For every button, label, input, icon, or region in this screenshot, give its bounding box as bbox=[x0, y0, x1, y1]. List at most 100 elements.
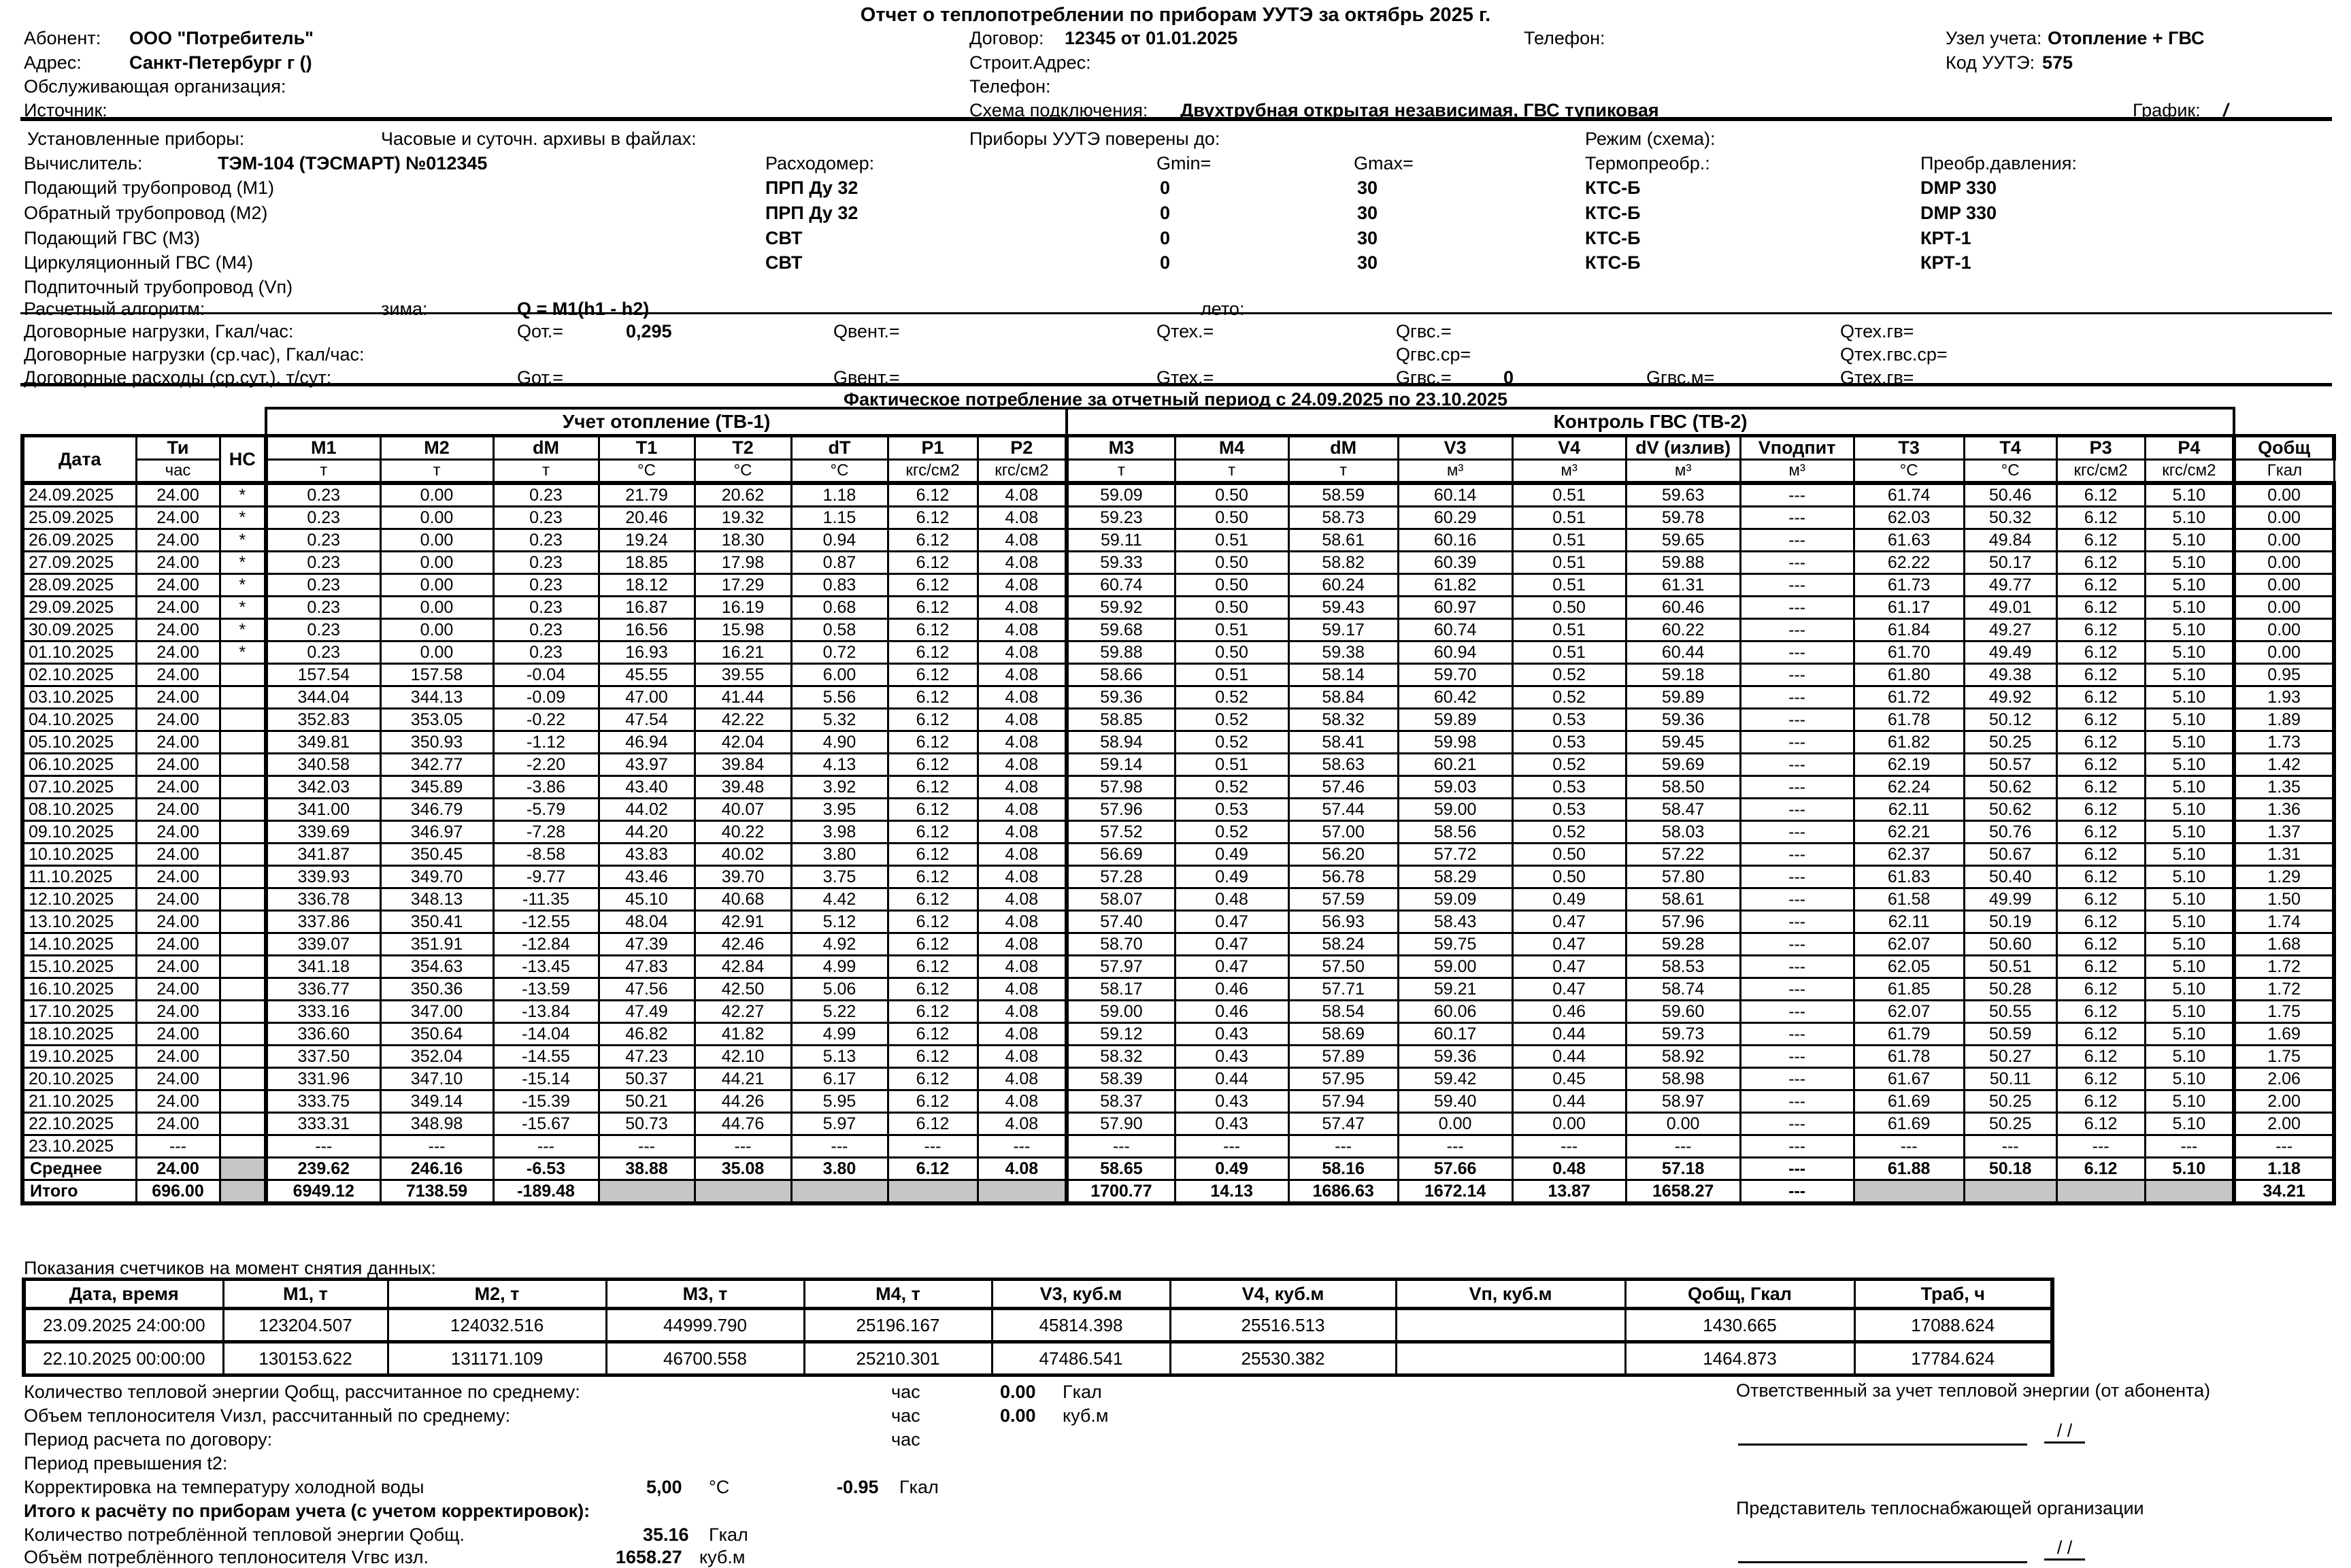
cell: 1464.873 bbox=[1624, 1340, 1856, 1377]
consumed-volume-value: 1658.27 bbox=[616, 1547, 682, 1567]
cell: 16.56 bbox=[597, 618, 696, 642]
cell: 1.73 bbox=[2233, 730, 2337, 754]
cell: 0.47 bbox=[1511, 977, 1627, 1001]
cell: 58.85 bbox=[1065, 707, 1176, 732]
cell: 4.08 bbox=[976, 618, 1069, 642]
cell: 341.87 bbox=[265, 842, 382, 867]
cell: 1.93 bbox=[2233, 685, 2337, 710]
calculator-label: Вычислитель: bbox=[24, 153, 143, 173]
cell: 17.29 bbox=[693, 573, 793, 597]
cell: 06.10.2025 bbox=[20, 752, 137, 777]
cell: 09.10.2025 bbox=[20, 820, 137, 844]
unit: °C bbox=[1963, 458, 2058, 485]
cell: --- bbox=[1739, 640, 1855, 665]
cell: 61.80 bbox=[1852, 663, 1965, 687]
cell: 4.08 bbox=[976, 1022, 1069, 1046]
cell: 60.16 bbox=[1397, 528, 1514, 552]
cell: 6.12 bbox=[2055, 752, 2146, 777]
cell: 239.62 bbox=[265, 1156, 382, 1181]
cell: 5.10 bbox=[2144, 1112, 2237, 1136]
col-t3: T3 bbox=[1852, 434, 1965, 461]
cell: 4.99 bbox=[790, 954, 889, 979]
group-gvs-tv2: Контроль ГВС (ТВ-2) bbox=[1065, 407, 2236, 437]
grafik-label: График: bbox=[2133, 100, 2201, 120]
cell: 348.13 bbox=[379, 887, 495, 912]
cell: 61.73 bbox=[1852, 573, 1965, 597]
cell: 351.91 bbox=[379, 932, 495, 956]
col-p3: P3 bbox=[2055, 434, 2146, 461]
col-datetime: Дата, время bbox=[22, 1278, 224, 1310]
consumed-volume-label: Объём потреблённого теплоносителя Vгвс и… bbox=[24, 1547, 429, 1567]
cell: 61.84 bbox=[1852, 618, 1965, 642]
cell bbox=[218, 685, 269, 710]
cell: 13.87 bbox=[1511, 1179, 1627, 1205]
cell: 4.08 bbox=[976, 595, 1069, 620]
correction-dim: Гкал bbox=[899, 1477, 939, 1497]
cell bbox=[218, 954, 269, 979]
avg-volume-label: Объем теплоносителя Vизл, рассчитанный п… bbox=[24, 1405, 511, 1426]
col-date: Дата bbox=[20, 434, 137, 485]
cell: 0.53 bbox=[1173, 797, 1290, 822]
cell: 44.21 bbox=[693, 1067, 793, 1091]
cell: --- bbox=[1852, 1134, 1965, 1158]
cell: 57.97 bbox=[1065, 954, 1176, 979]
cell: 0.68 bbox=[790, 595, 889, 620]
cell: 0.46 bbox=[1173, 999, 1290, 1024]
col-m1t: М1, т bbox=[222, 1278, 389, 1310]
cell: 24.00 bbox=[135, 887, 221, 912]
cell: 6.12 bbox=[2055, 528, 2146, 552]
cell: 0.23 bbox=[492, 482, 600, 507]
loads-hourly-label: Договорные нагрузки, Гкал/час: bbox=[24, 321, 294, 341]
cell: 50.25 bbox=[1963, 730, 2058, 754]
cell: 60.94 bbox=[1397, 640, 1514, 665]
cell: 6.12 bbox=[2055, 954, 2146, 979]
cell: 6.12 bbox=[886, 618, 979, 642]
cell: --- bbox=[135, 1134, 221, 1158]
cell: 59.23 bbox=[1065, 505, 1176, 530]
cell: 4.13 bbox=[790, 752, 889, 777]
cell: 0.00 bbox=[379, 595, 495, 620]
cell: 49.77 bbox=[1963, 573, 2058, 597]
cell: 0.47 bbox=[1173, 932, 1290, 956]
cell: 6.12 bbox=[2055, 1089, 2146, 1114]
build-address-label: Строит.Адрес: bbox=[969, 52, 1091, 73]
report-title: Отчет о теплопотреблении по приборам УУТ… bbox=[860, 4, 1491, 26]
cell: 50.62 bbox=[1963, 797, 2058, 822]
cell: 5.10 bbox=[2144, 482, 2237, 507]
cell: 0.23 bbox=[265, 550, 382, 575]
cell: 57.89 bbox=[1287, 1044, 1399, 1069]
cell: 57.52 bbox=[1065, 820, 1176, 844]
cell: 0.00 bbox=[379, 640, 495, 665]
cell: 4.08 bbox=[976, 528, 1069, 552]
cell: 18.10.2025 bbox=[20, 1022, 137, 1046]
cell: 6.12 bbox=[886, 932, 979, 956]
cell bbox=[218, 707, 269, 732]
cell: 6.12 bbox=[886, 730, 979, 754]
cell: 337.86 bbox=[265, 910, 382, 934]
cell: 60.74 bbox=[1065, 573, 1176, 597]
cell: 347.10 bbox=[379, 1067, 495, 1091]
cell: 40.02 bbox=[693, 842, 793, 867]
cell: 59.92 bbox=[1065, 595, 1176, 620]
cell: 6.17 bbox=[790, 1067, 889, 1091]
cell: 342.77 bbox=[379, 752, 495, 777]
table-row: 25.09.2025 24.00 * 0.23 0.00 0.23 20.46 19.32 1.… bbox=[20, 505, 2337, 530]
cell: 47.39 bbox=[597, 932, 696, 956]
cell: 59.42 bbox=[1397, 1067, 1514, 1091]
cell: 58.94 bbox=[1065, 730, 1176, 754]
cell: 24.00 bbox=[135, 775, 221, 799]
ggvs-value: 0 bbox=[1503, 367, 1514, 388]
cell: 24.00 bbox=[135, 663, 221, 687]
table-row: Итого 696.00 6949.12 7138.59 -189.48 1700.77 1… bbox=[20, 1179, 2337, 1205]
gmax-label: Gmax= bbox=[1354, 153, 1414, 173]
cell bbox=[2144, 1179, 2237, 1205]
cell: 1.29 bbox=[2233, 865, 2337, 889]
cell: 0.53 bbox=[1511, 775, 1627, 799]
cell: 57.98 bbox=[1065, 775, 1176, 799]
cell: 5.22 bbox=[790, 999, 889, 1024]
table-row: 14.10.2025 24.00 339.07 351.91 -12.84 47.39 42… bbox=[20, 932, 2337, 956]
calculator-value: ТЭМ-104 (ТЭСМАРТ) №012345 bbox=[218, 153, 488, 173]
pipe-flowmeter: СВТ bbox=[765, 228, 803, 248]
table-row: 18.10.2025 24.00 336.60 350.64 -14.04 46.82 41… bbox=[20, 1022, 2337, 1046]
cell: 49.84 bbox=[1963, 528, 2058, 552]
